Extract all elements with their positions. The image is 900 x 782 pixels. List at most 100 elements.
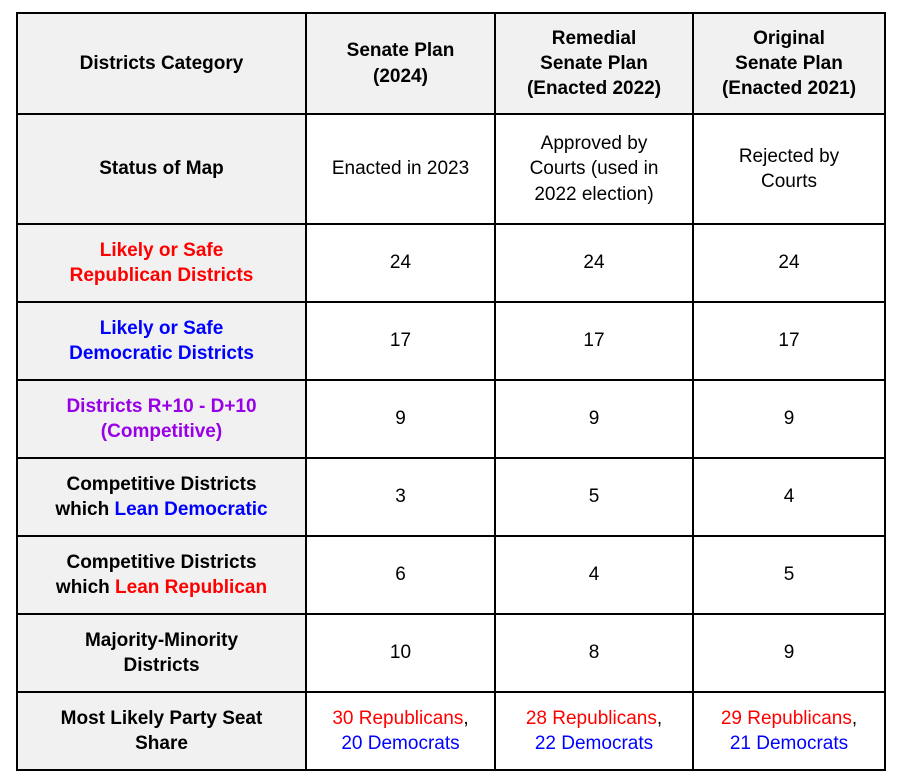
cell-line: 9 <box>700 640 878 665</box>
cell-text-segment: Courts <box>761 171 817 192</box>
table-row-competitive-lean-democratic: Competitive Districts which Lean Democrat… <box>16 457 886 537</box>
cell-line: which Lean Republican <box>24 575 299 600</box>
cell-text-segment: 21 Democrats <box>729 733 849 754</box>
table-row-status-of-map: Status of Map Enacted in 2023 Approved by C… <box>16 113 886 225</box>
cell-line: 6 <box>313 562 488 587</box>
category-cell-likely-safe-democratic-districts: Likely or Safe Democratic Districts <box>16 301 307 381</box>
cell-line: 2022 election) <box>502 182 686 207</box>
value-cell-competitive-lean-republican-remedial-senate-plan: 4 <box>494 535 694 615</box>
cell-line: 24 <box>700 250 878 275</box>
header-line: Districts Category <box>79 52 244 74</box>
cell-text-segment: 4 <box>588 564 600 586</box>
cell-line: which Lean Democratic <box>24 497 299 522</box>
table-row-likely-safe-republican-districts: Likely or Safe Republican Districts 24 24 24 <box>16 223 886 303</box>
cell-line: 9 <box>502 406 686 431</box>
value-cell-majority-minority-districts-remedial-senate-plan: 8 <box>494 613 694 693</box>
cell-line: Districts R+10 - D+10 <box>24 394 299 419</box>
value-cell-likely-safe-republican-districts-original-senate-plan: 24 <box>692 223 886 303</box>
cell-text-segment: 2022 election) <box>534 183 654 205</box>
value-cell-status-of-map-original-senate-plan: Rejected by Courts <box>692 113 886 225</box>
value-cell-status-of-map-remedial-senate-plan: Approved by Courts (used in 2022 election) <box>494 113 694 225</box>
cell-text-segment: Share <box>135 733 188 754</box>
cell-text-segment: Likely or Safe <box>99 239 224 261</box>
value-cell-competitive-lean-republican-senate-plan-2024: 6 <box>305 535 496 615</box>
cell-line: (Competitive) <box>24 419 299 444</box>
table-row-likely-safe-democratic-districts: Likely or Safe Democratic Districts 17 17 17 <box>16 301 886 381</box>
cell-line: Democratic Districts <box>24 341 299 366</box>
cell-text-segment: which <box>55 577 116 598</box>
cell-line: Most Likely Party Seat <box>24 706 299 731</box>
value-cell-status-of-map-senate-plan-2024: Enacted in 2023 <box>305 113 496 225</box>
category-cell-status-of-map: Status of Map <box>16 113 307 225</box>
table-header-row: Districts Category Senate Plan (2024) Remed… <box>16 12 886 115</box>
cell-text-segment: 4 <box>783 486 795 508</box>
cell-line: Likely or Safe <box>24 316 299 341</box>
cell-text-segment: 9 <box>395 408 406 430</box>
cell-text-segment: 20 Democrats <box>341 733 460 754</box>
cell-line: 28 Republicans, <box>502 706 686 731</box>
value-cell-most-likely-party-seat-share-original-senate-plan: 29 Republicans, 21 Democrats <box>692 691 886 771</box>
category-cell-likely-safe-republican-districts: Likely or Safe Republican Districts <box>16 223 307 303</box>
cell-text-segment: 24 <box>389 252 412 274</box>
cell-text-segment: 29 Republicans <box>720 707 852 729</box>
header-line: (Enacted 2021) <box>721 78 857 100</box>
value-cell-majority-minority-districts-original-senate-plan: 9 <box>692 613 886 693</box>
value-cell-competitive-lean-republican-original-senate-plan: 5 <box>692 535 886 615</box>
cell-text-segment: Likely or Safe <box>99 317 224 339</box>
value-cell-competitive-districts-r10-d10-remedial-senate-plan: 9 <box>494 379 694 459</box>
category-cell-most-likely-party-seat-share: Most Likely Party Seat Share <box>16 691 307 771</box>
header-line: Senate Plan <box>735 52 843 74</box>
cell-text-segment: Districts <box>123 655 200 676</box>
cell-line: 24 <box>502 250 686 275</box>
cell-line: 4 <box>502 562 686 587</box>
cell-line: Status of Map <box>24 156 299 181</box>
cell-text-segment: Majority-Minority <box>84 629 239 651</box>
cell-text-segment: 24 <box>778 252 800 274</box>
cell-line: 21 Democrats <box>700 731 878 756</box>
cell-line: 4 <box>700 484 878 509</box>
cell-text-segment: 8 <box>588 642 600 664</box>
cell-text-segment: 22 Democrats <box>534 733 654 754</box>
value-cell-competitive-lean-democratic-senate-plan-2024: 3 <box>305 457 496 537</box>
cell-line: 9 <box>700 406 878 431</box>
cell-line: Courts (used in <box>502 156 686 181</box>
cell-text-segment: , <box>656 707 663 729</box>
cell-text-segment: , <box>851 707 858 729</box>
cell-line: Competitive Districts <box>24 550 299 575</box>
cell-line: Majority-Minority <box>24 628 299 653</box>
cell-text-segment: 10 <box>389 642 412 664</box>
cell-text-segment: Democratic Districts <box>69 343 254 364</box>
header-line: Senate Plan <box>346 40 455 62</box>
value-cell-majority-minority-districts-senate-plan-2024: 10 <box>305 613 496 693</box>
cell-line: 5 <box>502 484 686 509</box>
header-line: Remedial <box>551 27 637 49</box>
value-cell-competitive-districts-r10-d10-senate-plan-2024: 9 <box>305 379 496 459</box>
cell-line: Courts <box>700 169 878 194</box>
column-header-districts-category: Districts Category <box>16 12 307 115</box>
cell-text-segment: 30 Republicans <box>332 707 464 729</box>
cell-text-segment: Republican Districts <box>69 265 254 286</box>
header-line: Senate Plan <box>540 52 648 74</box>
column-header-original-senate-plan: Original Senate Plan (Enacted 2021) <box>692 12 886 115</box>
cell-text-segment: 5 <box>783 564 795 586</box>
cell-line: 30 Republicans, <box>313 706 488 731</box>
cell-text-segment: which <box>55 499 115 520</box>
cell-line: Share <box>24 731 299 756</box>
cell-line: 5 <box>700 562 878 587</box>
header-line: (2024) <box>373 65 428 87</box>
cell-line: 20 Democrats <box>313 731 488 756</box>
cell-line: Likely or Safe <box>24 238 299 263</box>
value-cell-likely-safe-democratic-districts-original-senate-plan: 17 <box>692 301 886 381</box>
value-cell-likely-safe-republican-districts-remedial-senate-plan: 24 <box>494 223 694 303</box>
value-cell-likely-safe-democratic-districts-senate-plan-2024: 17 <box>305 301 496 381</box>
cell-line: 10 <box>313 640 488 665</box>
cell-text-segment: Lean Republican <box>115 577 268 598</box>
value-cell-competitive-districts-r10-d10-original-senate-plan: 9 <box>692 379 886 459</box>
table-row-competitive-lean-republican: Competitive Districts which Lean Republic… <box>16 535 886 615</box>
districts-comparison-table: Districts Category Senate Plan (2024) Remed… <box>16 12 886 771</box>
cell-text-segment: Competitive Districts <box>66 473 257 495</box>
cell-text-segment: 9 <box>783 408 795 430</box>
value-cell-most-likely-party-seat-share-senate-plan-2024: 30 Republicans, 20 Democrats <box>305 691 496 771</box>
category-cell-competitive-lean-republican: Competitive Districts which Lean Republic… <box>16 535 307 615</box>
cell-text-segment: 24 <box>583 252 605 274</box>
